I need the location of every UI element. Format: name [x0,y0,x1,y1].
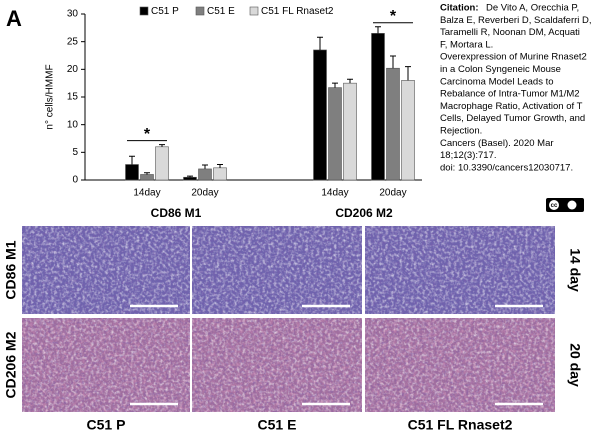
citation-line: Cancers (Basel). 2020 Mar [440,138,554,149]
tissue-nuclei [365,226,555,314]
error-bar [187,175,193,178]
micrograph [365,226,555,314]
citation-line: Rebalance of Intra-Tumor M1/M2 [440,89,580,100]
tissue-nuclei [192,226,362,314]
micrograph [365,318,555,412]
y-tick-label: 30 [67,9,79,20]
micrograph [22,226,190,314]
error-bar [129,155,135,165]
group-label: CD206 M2 [335,206,393,220]
row-label-right: 20 day [567,343,583,387]
significance-star: * [144,126,151,143]
legend-swatch [249,6,259,16]
micrograph [192,226,362,314]
citation-line: Balza E, Reverberi D, Scaldaferri D, [440,15,592,26]
citation-line: Cells, Delayed Tumor Growth, and [440,113,585,124]
citation-line: in a Colon Syngeneic Mouse [440,64,561,75]
legend-swatch [195,6,205,16]
legend-label: C51 E [207,6,235,17]
y-axis-label: n° cells/HMMF [45,64,56,129]
tissue-stain [192,318,362,412]
error-bar [347,78,353,84]
bar [213,167,227,181]
x-tick-label: 14day [321,188,348,199]
error-bar [159,144,165,147]
y-tick-label: 15 [67,92,79,103]
row-label-right: 14 day [567,248,583,292]
bar [125,164,139,181]
citation-line: 18;12(3):717. [440,150,497,161]
y-tick-label: 10 [67,119,79,130]
y-tick-label: 5 [72,147,78,158]
error-bar [405,66,411,81]
legend-label: C51 FL Rnaset2 [261,6,334,17]
bar [343,82,357,181]
bar [386,67,400,181]
cc-badge: cc [546,198,584,212]
error-bar [317,36,323,50]
bar [313,49,327,181]
y-tick-label: 20 [67,64,79,75]
row-label: CD86 M1 [3,240,19,299]
legend-label: C51 P [151,6,179,17]
bar [371,33,385,181]
row-label: CD206 M2 [3,331,19,398]
tissue-stain [22,318,190,412]
citation-line: F, Mortara L. [440,39,493,50]
bar [401,80,415,181]
micrograph [192,318,362,412]
legend-swatch [139,6,149,16]
error-bar [144,172,150,175]
micrograph [22,318,190,412]
tissue-stain [365,318,555,412]
y-tick-label: 25 [67,36,79,47]
error-bar [390,55,396,69]
bar [328,87,342,181]
bar [198,168,212,181]
column-label: C51 E [258,417,297,433]
citation-line: De Vito A, Orecchia P, [486,3,579,14]
citation-line: Taramelli R, Noonan DM, Acquati [440,27,580,38]
significance-star: * [390,8,397,25]
x-tick-label: 20day [379,188,406,199]
panel-label: A [6,6,22,31]
column-label: C51 P [87,417,126,433]
bar [140,174,154,181]
citation-line: Macrophage Ratio, Activation of T [440,101,583,112]
column-label: C51 FL Rnaset2 [408,417,513,433]
x-tick-label: 20day [191,188,218,199]
x-tick-label: 14day [133,188,160,199]
citation-line: Carcinoma Model Leads to [440,76,554,87]
bar [155,146,169,181]
bar [183,176,197,181]
error-bar [375,26,381,34]
y-tick-label: 0 [72,175,78,186]
citation-line: Overexpression of Murine Rnaset2 [440,52,587,63]
svg-text:cc: cc [551,203,558,209]
error-bar [202,164,208,169]
error-bar [217,164,223,168]
citation-label: Citation: [440,3,479,14]
citation-line: Rejection. [440,126,482,137]
citation-line: doi: 10.3390/cancers12030717. [440,162,573,173]
error-bar [332,82,338,88]
group-label: CD86 M1 [151,206,202,220]
tissue-nuclei [22,226,190,314]
